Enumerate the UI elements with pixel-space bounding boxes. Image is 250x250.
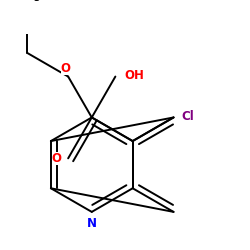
Text: Cl: Cl (182, 110, 194, 123)
Text: O: O (60, 62, 70, 75)
Text: O: O (52, 152, 62, 165)
Text: OH: OH (124, 69, 144, 82)
Text: 3: 3 (34, 0, 40, 2)
Text: N: N (87, 217, 97, 230)
